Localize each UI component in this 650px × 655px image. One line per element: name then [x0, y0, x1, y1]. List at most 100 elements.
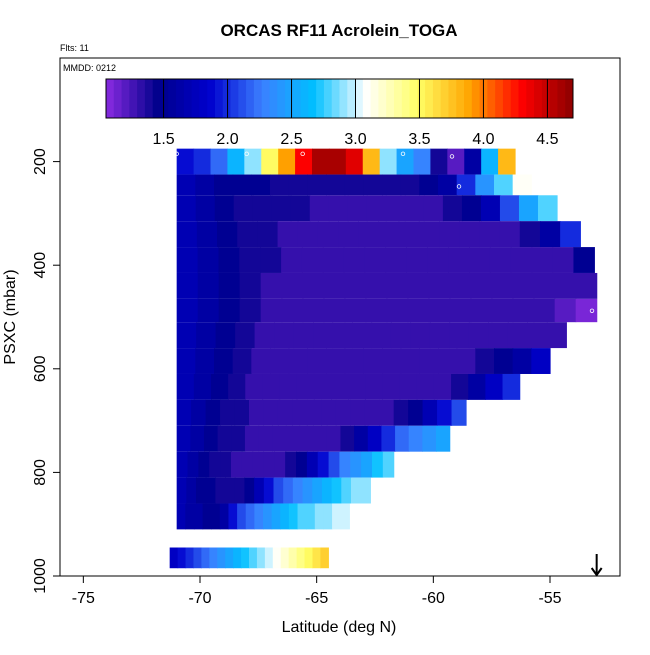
colorbar-segment	[417, 79, 426, 118]
colorbar-segment	[502, 79, 512, 118]
heatmap-cell-r4-c9	[364, 247, 387, 273]
date-label: MMDD: 0212	[63, 63, 116, 73]
heatmap-cell-r15-c4	[201, 547, 210, 569]
heatmap-cell-r10-c6	[263, 399, 279, 426]
colorbar-segment	[448, 79, 457, 118]
heatmap-cell-r1-c0	[176, 174, 196, 196]
heatmap-cell-r8-c6	[288, 348, 308, 374]
heatmap-cell-r0-c5	[261, 148, 279, 175]
heatmap-cell-r15-c12	[264, 547, 274, 569]
colorbar-segment	[207, 79, 216, 118]
heatmap-cell-r10-c8	[292, 399, 308, 426]
heatmap-cell-r6-c0	[176, 298, 199, 323]
heatmap-cell-r14-c2	[193, 503, 204, 530]
sample-markers	[174, 151, 595, 313]
heatmap-cell-r5-c18	[554, 272, 577, 299]
heatmap-cell-r6-c13	[449, 298, 472, 323]
heatmap-cell-r6-c7	[323, 298, 346, 323]
heatmap-cell-r10-c9	[306, 399, 322, 426]
x-tick-label: -55	[538, 590, 561, 607]
heatmap-cell-r13-c19	[360, 477, 371, 504]
heatmap-cell-r12-c7	[252, 451, 265, 478]
heatmap-cell-r13-c3	[205, 477, 216, 504]
heatmap-cell-r8-c17	[494, 348, 514, 374]
heatmap-cell-r2-c2	[214, 195, 235, 222]
colorbar-segment	[261, 79, 270, 118]
heatmap-cell-r5-c17	[533, 272, 556, 299]
heatmap-cell-r4-c4	[260, 247, 282, 273]
heatmap-cell-r4-c7	[322, 247, 345, 273]
y-axis-label: PSXC (mbar)	[2, 269, 19, 364]
heatmap-cell-r2-c12	[404, 195, 425, 222]
heatmap-cell-r0-c14	[413, 148, 432, 175]
heatmap-cell-r3-c4	[257, 221, 279, 248]
heatmap-cell-r8-c19	[531, 348, 551, 374]
heatmap-cell-r1-c15	[456, 174, 476, 196]
colorbar-segment	[214, 79, 224, 118]
heatmap-cell-r14-c13	[288, 503, 299, 530]
heatmap-cell-r7-c4	[254, 322, 275, 349]
heatmap-cell-r12-c5	[230, 451, 243, 478]
heatmap-cell-r10-c3	[220, 399, 236, 426]
heatmap-cell-r0-c15	[430, 148, 448, 175]
heatmap-cell-r1-c12	[400, 174, 420, 196]
heatmap-cell-r11-c17	[408, 425, 423, 452]
heatmap-cell-r2-c4	[252, 195, 273, 222]
y-tick-label: 1000	[32, 558, 49, 594]
heatmap-cell-r1-c4	[251, 174, 271, 196]
heatmap-cell-r8-c18	[512, 348, 532, 374]
heatmap-cell-r5-c11	[407, 272, 430, 299]
heatmap-cell-r12-c13	[317, 451, 330, 478]
heatmap-cell-r5-c13	[449, 272, 472, 299]
heatmap-cell-r4-c14	[469, 247, 491, 273]
heatmap-cell-r5-c16	[512, 272, 535, 299]
heatmap-cell-r8-c0	[176, 348, 196, 374]
sample-marker-2	[300, 151, 305, 157]
colorbar-segment	[471, 79, 481, 118]
colorbar-segment	[386, 79, 395, 118]
sample-marker-6	[589, 308, 595, 313]
heatmap-cell-r6-c14	[470, 298, 493, 323]
colorbar-tick-label: 2.5	[280, 131, 302, 148]
heatmap-cell-r2-c0	[176, 195, 197, 222]
heatmap-cell-r1-c10	[363, 174, 383, 196]
heatmap-cell-r8-c8	[326, 348, 346, 374]
colorbar-segment	[510, 79, 520, 118]
heatmap-cell-r5-c6	[302, 272, 325, 299]
heatmap-cell-r2-c18	[518, 195, 539, 222]
heatmap-cell-r4-c8	[343, 247, 366, 273]
heatmap-cell-r7-c6	[293, 322, 314, 349]
heatmap-cell-r3-c16	[499, 221, 521, 248]
heatmap-cell-r10-c16	[408, 399, 424, 426]
heatmap-cell-r1-c2	[214, 174, 234, 196]
heatmap-cell-r1-c14	[438, 174, 458, 196]
heatmap-cell-r7-c8	[332, 322, 353, 349]
colorbar-segment	[464, 79, 473, 118]
heatmap-cell-r1-c6	[288, 174, 308, 196]
heatmap-cell-r15-c5	[209, 547, 218, 569]
heatmap-cell-r15-c14	[280, 547, 290, 569]
heatmap-cell-r9-c5	[262, 373, 281, 400]
heatmap-cell-r9-c3	[228, 373, 246, 400]
heatmap-cell-r7-c16	[488, 322, 509, 349]
heatmap-cell-r6-c10	[386, 298, 409, 323]
colorbar	[105, 78, 574, 119]
heatmap-cell-r5-c9	[365, 272, 388, 299]
flights-label: Flts: 11	[60, 43, 89, 53]
heatmap-cell-r6-c2	[218, 298, 241, 323]
heatmap-cell-r5-c0	[176, 272, 199, 299]
heatmap-cell-r1-c1	[195, 174, 215, 196]
heatmap-cell-r4-c1	[197, 247, 220, 273]
y-axis: 200 400 600 800 1000	[32, 148, 60, 594]
colorbar-segment	[106, 79, 115, 118]
heatmap-cell-r6-c8	[344, 298, 367, 323]
heatmap-cell-r6-c9	[365, 298, 388, 323]
heatmap-cell-r7-c10	[371, 322, 392, 349]
heatmap-cell-r5-c15	[491, 272, 514, 299]
heatmap-cell-r14-c15	[306, 503, 316, 530]
heatmap-cell-r10-c2	[205, 399, 221, 426]
heatmap-cell-r10-c13	[364, 399, 380, 426]
colorbar-segment	[526, 79, 535, 118]
heatmap-cell-r10-c14	[379, 399, 395, 426]
